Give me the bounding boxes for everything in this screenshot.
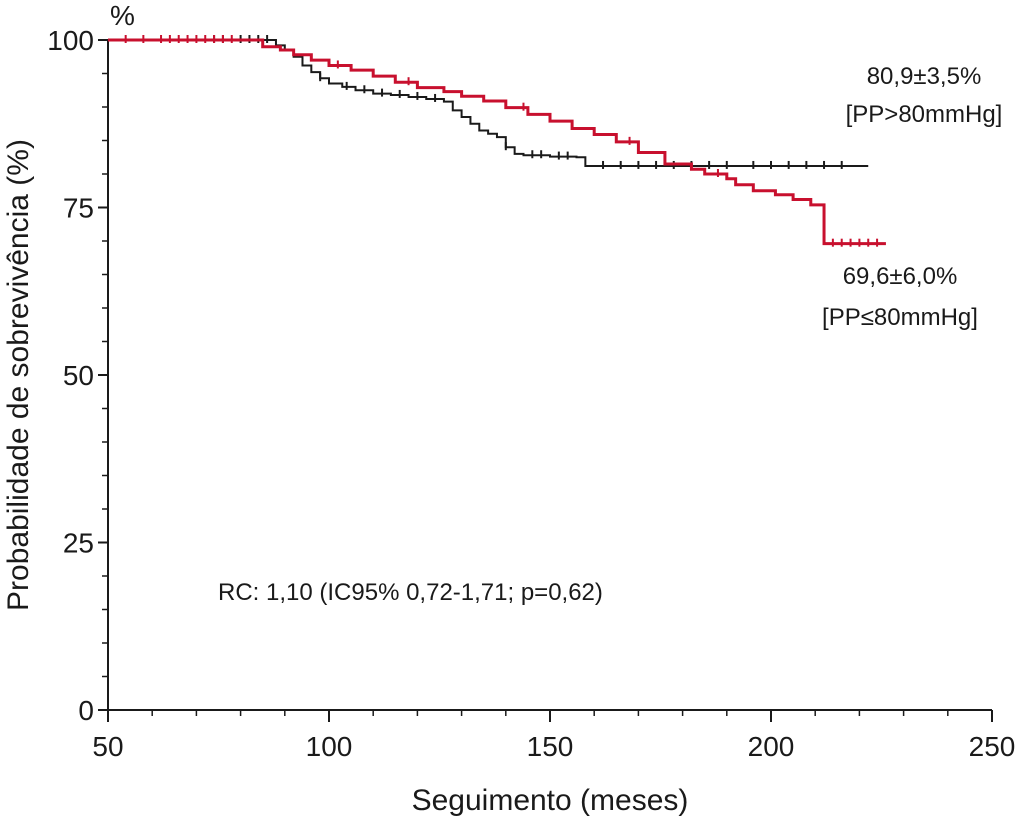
series-pp-le-80: [108, 35, 886, 247]
x-tick-label-100: 100: [306, 731, 353, 762]
x-tick-label-150: 150: [527, 731, 574, 762]
y-tick-label-100: 100: [47, 25, 94, 56]
y-ticks: 0 25 50 75 100: [47, 25, 108, 726]
annotation-stats: RC: 1,10 (IC95% 0,72-1,71; p=0,62): [218, 579, 603, 606]
annotation-upper-value: 80,9±3,5%: [867, 63, 982, 90]
annotation-lower-value: 69,6±6,0%: [843, 263, 958, 290]
minor-ticks: [102, 72, 949, 716]
x-tick-label-50: 50: [92, 731, 123, 762]
x-ticks: 50 100 150 200 250: [92, 710, 1015, 762]
x-tick-label-250: 250: [969, 731, 1016, 762]
y-tick-label-0: 0: [78, 695, 94, 726]
annotation-upper-group: [PP>80mmHg]: [846, 101, 1003, 128]
y-unit-label: %: [110, 0, 135, 31]
y-tick-label-25: 25: [63, 528, 94, 559]
y-axis-title: Probabilidade de sobrevivência (%): [2, 139, 35, 611]
x-axis-title: Seguimento (meses): [412, 784, 689, 817]
series-layer: [108, 35, 886, 247]
series-line: [108, 39, 869, 167]
y-tick-label-75: 75: [63, 193, 94, 224]
axes: [107, 40, 992, 711]
series-line: [108, 38, 886, 246]
annotation-lower-group: [PP≤80mmHg]: [822, 304, 978, 331]
y-tick-label-50: 50: [63, 360, 94, 391]
x-tick-label-200: 200: [748, 731, 795, 762]
